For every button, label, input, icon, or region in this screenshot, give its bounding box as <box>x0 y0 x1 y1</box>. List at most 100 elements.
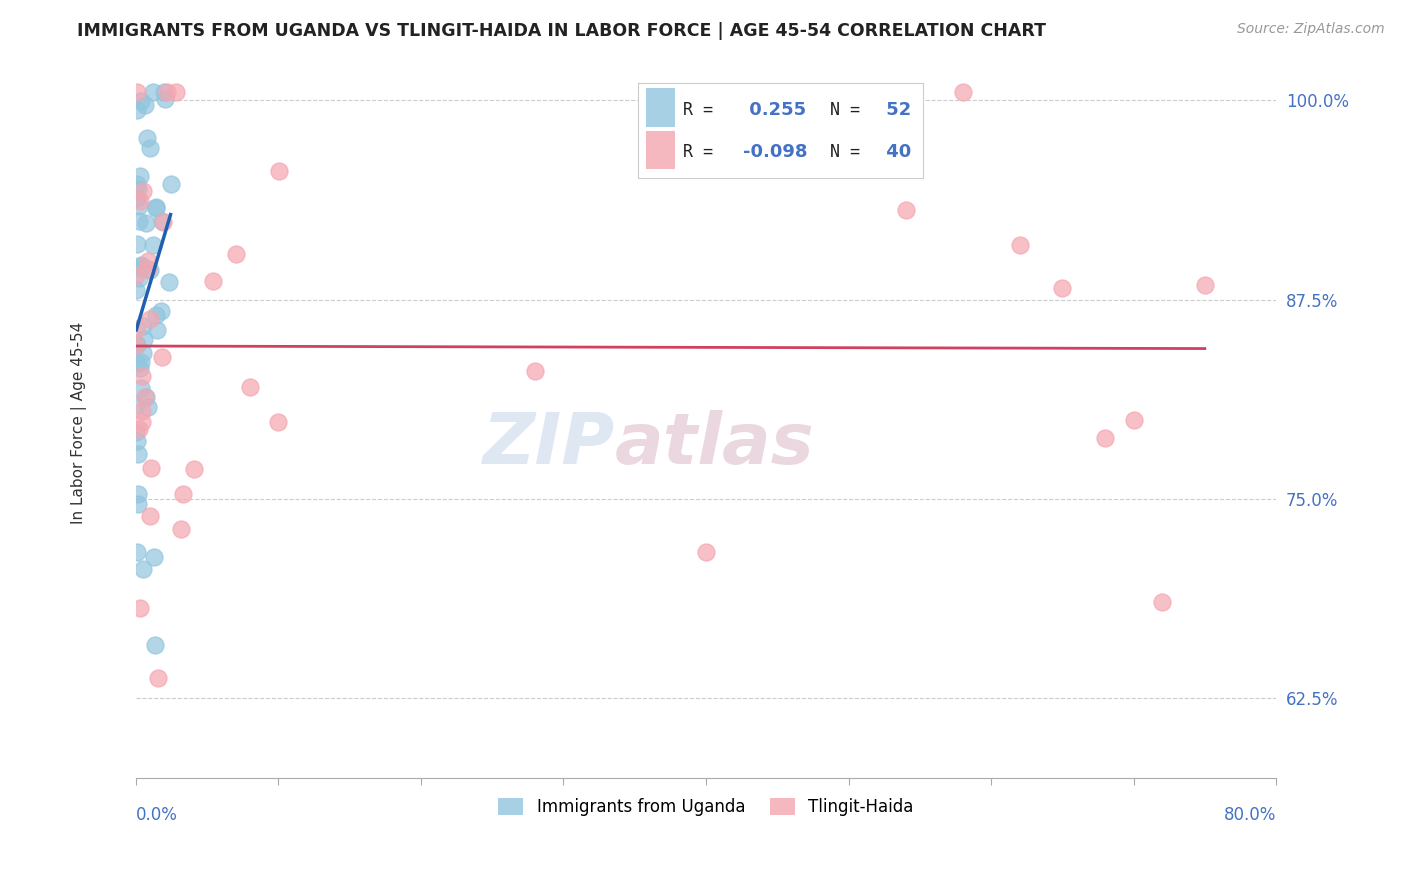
Point <box>125 545 148 559</box>
Text: 80.0%: 80.0% <box>1223 806 1277 824</box>
Point <box>145 308 167 322</box>
Point <box>127 237 149 252</box>
Point <box>269 164 291 178</box>
Point <box>138 254 160 268</box>
Text: 0.0%: 0.0% <box>136 806 177 824</box>
Text: ZIP: ZIP <box>482 410 614 479</box>
Point <box>131 369 153 384</box>
Point <box>132 346 155 360</box>
Point <box>125 356 148 370</box>
Point <box>145 200 167 214</box>
Point <box>125 177 148 191</box>
Text: Source: ZipAtlas.com: Source: ZipAtlas.com <box>1237 22 1385 37</box>
Point <box>136 131 159 145</box>
Point <box>149 304 172 318</box>
Point <box>128 271 150 285</box>
Point <box>129 169 152 183</box>
Point <box>143 638 166 652</box>
Point <box>125 398 148 412</box>
Point <box>142 549 165 564</box>
Point <box>150 214 173 228</box>
Point <box>134 390 156 404</box>
Point <box>1152 595 1174 609</box>
Text: IMMIGRANTS FROM UGANDA VS TLINGIT-HAIDA IN LABOR FORCE | AGE 45-54 CORRELATION C: IMMIGRANTS FROM UGANDA VS TLINGIT-HAIDA … <box>77 22 1046 40</box>
Point <box>125 425 148 440</box>
Point <box>134 98 156 112</box>
Point <box>894 202 917 217</box>
Point <box>135 216 157 230</box>
Point <box>127 497 149 511</box>
Point <box>132 562 155 576</box>
Point <box>131 415 153 429</box>
Point <box>157 275 180 289</box>
Point <box>132 184 155 198</box>
Point <box>125 336 148 351</box>
Point <box>139 311 162 326</box>
Point <box>138 263 160 277</box>
Point <box>129 260 152 275</box>
Point <box>128 422 150 436</box>
Point <box>129 355 152 369</box>
Point <box>125 268 148 283</box>
Point <box>127 182 149 196</box>
Point <box>152 215 174 229</box>
Point <box>225 247 247 261</box>
Point <box>129 95 152 109</box>
Point <box>155 91 177 105</box>
Point <box>139 460 162 475</box>
Point <box>127 486 149 500</box>
Point <box>129 381 152 395</box>
Point <box>142 86 165 100</box>
Point <box>145 201 167 215</box>
Point <box>159 177 181 191</box>
Point <box>131 404 153 418</box>
Point <box>523 364 546 378</box>
Point <box>127 338 149 352</box>
Point <box>183 462 205 476</box>
Point <box>172 487 194 501</box>
Point <box>132 318 155 333</box>
Point <box>1008 238 1031 252</box>
Point <box>125 322 148 336</box>
Point <box>125 191 148 205</box>
Point <box>266 415 288 429</box>
Point <box>1194 278 1216 293</box>
Point <box>125 337 148 351</box>
Point <box>170 522 193 536</box>
Point <box>128 213 150 227</box>
Point <box>136 401 159 415</box>
Text: atlas: atlas <box>614 410 814 479</box>
Point <box>153 86 176 100</box>
Point <box>952 86 974 100</box>
Point <box>201 274 224 288</box>
Point <box>239 380 262 394</box>
Point <box>136 262 159 277</box>
Legend: Immigrants from Uganda, Tlingit-Haida: Immigrants from Uganda, Tlingit-Haida <box>492 791 921 823</box>
Point <box>129 194 152 208</box>
Point <box>128 199 150 213</box>
Point <box>125 434 148 448</box>
Point <box>129 259 152 273</box>
Point <box>125 86 148 100</box>
Point <box>152 350 174 364</box>
Y-axis label: In Labor Force | Age 45-54: In Labor Force | Age 45-54 <box>72 322 87 524</box>
Point <box>129 601 152 615</box>
Point <box>156 86 179 100</box>
Point <box>695 545 717 559</box>
Point <box>148 671 170 685</box>
Point <box>125 284 148 298</box>
Point <box>139 141 162 155</box>
Point <box>146 323 169 337</box>
Point <box>132 332 155 346</box>
Point <box>125 103 148 117</box>
Point <box>142 237 165 252</box>
Point <box>135 390 157 404</box>
Point <box>127 447 149 461</box>
Point <box>139 509 162 524</box>
Point <box>1094 431 1116 445</box>
Point <box>1052 281 1074 295</box>
Point <box>129 258 152 272</box>
Point <box>1122 413 1144 427</box>
Point <box>129 360 152 375</box>
Point <box>165 86 187 100</box>
